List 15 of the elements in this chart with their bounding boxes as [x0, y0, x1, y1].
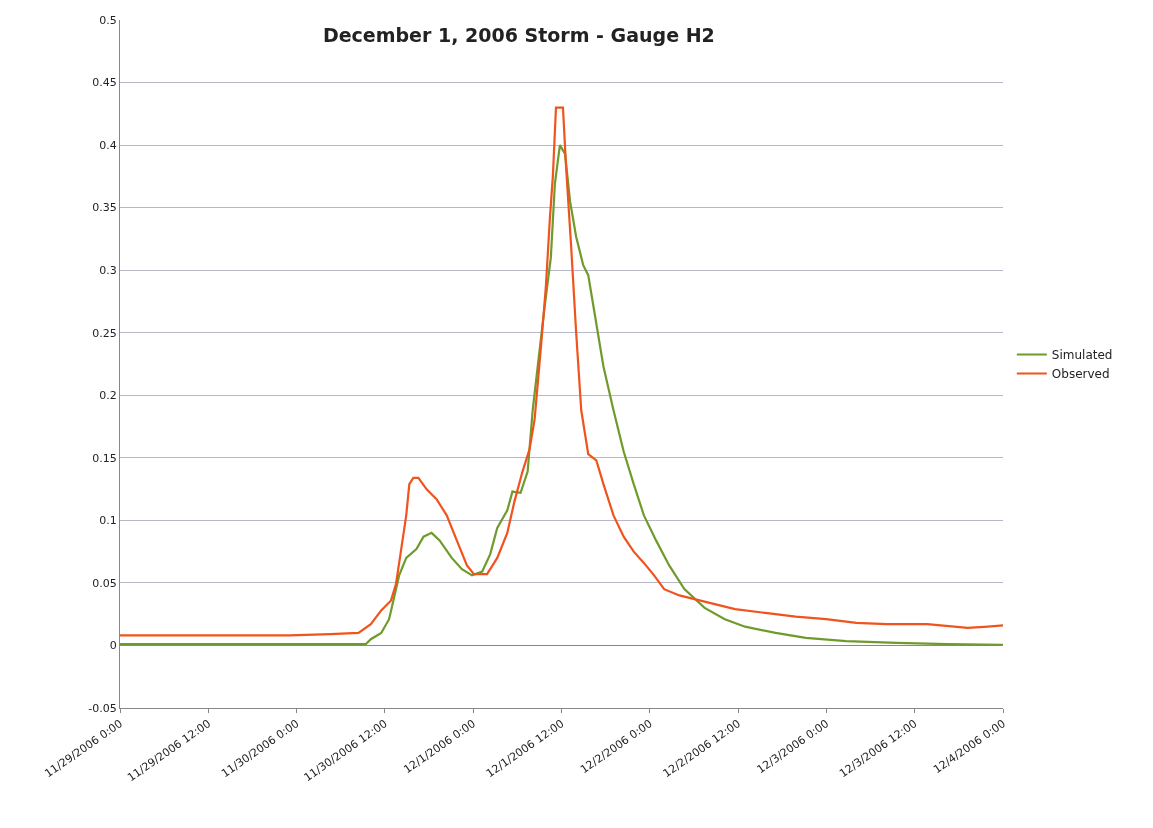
y-tick-label: 0: [109, 639, 117, 653]
y-tick-label: 0.5: [99, 13, 117, 27]
y-tick-label: 0.2: [99, 389, 117, 403]
y-tick-label: 0.1: [99, 514, 117, 528]
y-tick-label: 0.45: [92, 76, 117, 90]
y-tick-label: 0.15: [92, 451, 117, 465]
y-tick-label: 0.05: [92, 576, 117, 590]
y-tick-label: 0.25: [92, 326, 117, 340]
y-tick-label: -0.05: [88, 701, 117, 715]
chart-title: December 1, 2006 Storm - Gauge H2: [322, 24, 715, 47]
y-tick-label: 0.35: [92, 201, 117, 215]
y-tick-label: 0.3: [99, 264, 117, 278]
legend-label: Observed: [1051, 367, 1110, 382]
legend-label: Simulated: [1051, 348, 1113, 363]
y-tick-label: 0.4: [99, 138, 117, 152]
